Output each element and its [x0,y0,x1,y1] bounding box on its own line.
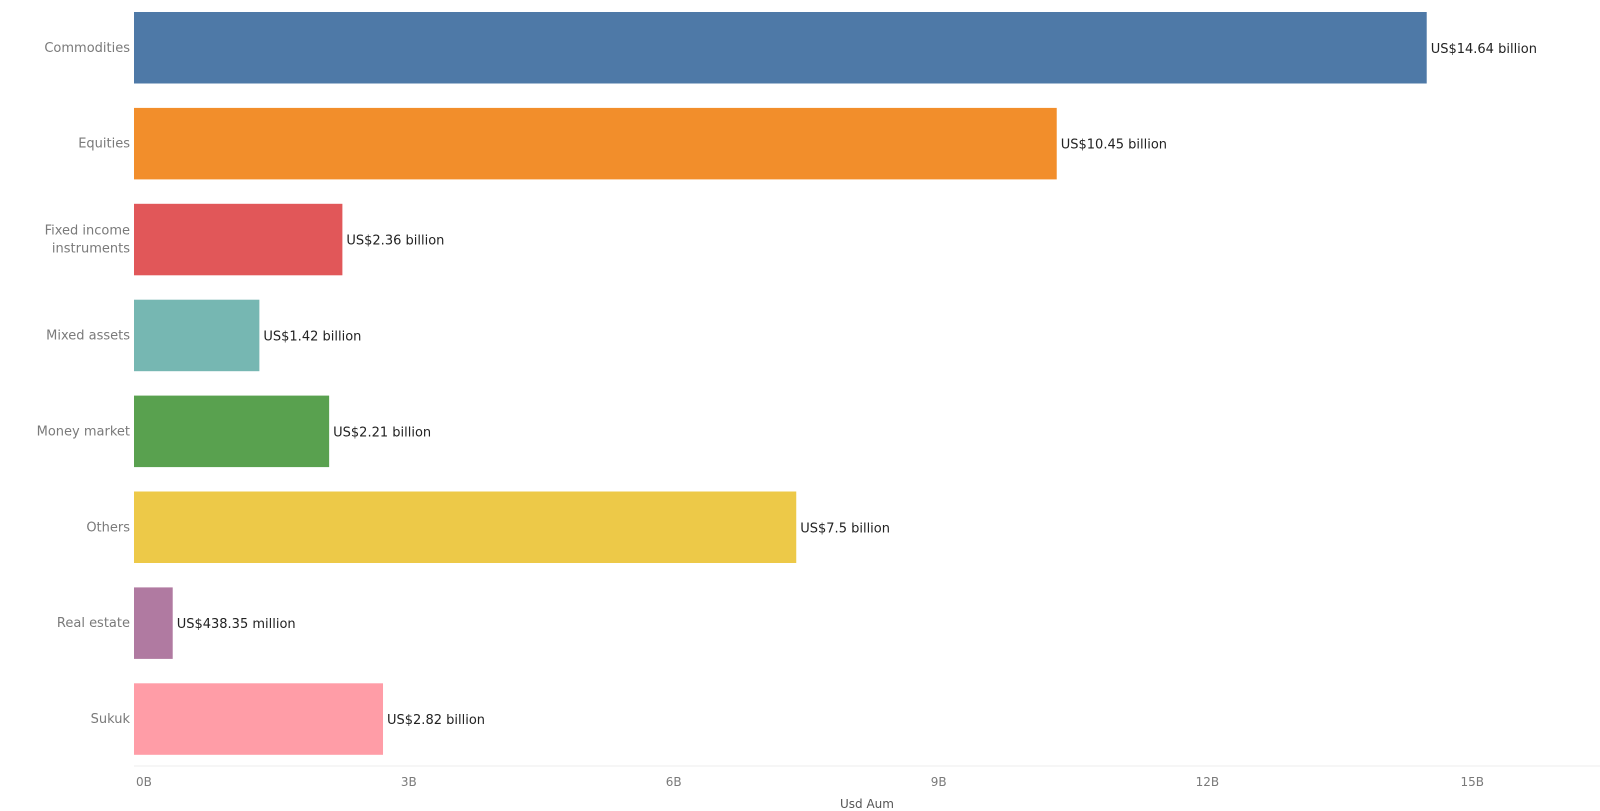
bars [134,12,1427,755]
category-labels: Commodities Equities Fixed income instrumen… [37,41,131,727]
x-tick-label: 3B [401,775,417,789]
bar-real-estate [134,587,173,659]
bar-money-market [134,395,330,468]
x-axis-ticks: 0B 3B 6B 9B 12B 15B [136,775,1484,789]
x-tick-label: 15B [1461,775,1485,789]
category-label: Others [86,520,130,535]
category-label: Sukuk [91,712,131,727]
bar-mixed-assets [134,299,260,372]
x-tick-label: 12B [1196,775,1220,789]
data-label: US$438.35 million [177,617,296,632]
category-label: Fixed income instruments [45,224,131,257]
x-axis-title: Usd Aum [840,797,894,811]
category-label: Equities [78,137,130,152]
x-tick-label: 0B [136,775,152,789]
data-labels: US$14.64 billion US$10.45 billion US$2.36 … [177,42,1537,728]
bar-others [134,491,797,563]
data-label: US$1.42 billion [263,329,361,344]
data-label: US$10.45 billion [1061,138,1167,153]
category-label: Mixed assets [46,328,130,343]
bar-equities [134,107,1057,180]
x-tick-label: 6B [666,775,682,789]
bar-sukuk [134,683,384,755]
x-tick-label: 9B [931,775,947,789]
bar-commodities [134,12,1427,84]
data-label: US$7.5 billion [800,521,890,536]
data-label: US$14.64 billion [1431,42,1537,57]
data-label: US$2.82 billion [387,713,485,728]
data-label: US$2.36 billion [346,234,444,249]
data-label: US$2.21 billion [333,425,431,440]
category-label: Real estate [57,616,130,631]
category-label: Commodities [44,41,130,56]
category-label: Money market [37,424,130,439]
bar-fixed-income-instruments [134,203,343,276]
